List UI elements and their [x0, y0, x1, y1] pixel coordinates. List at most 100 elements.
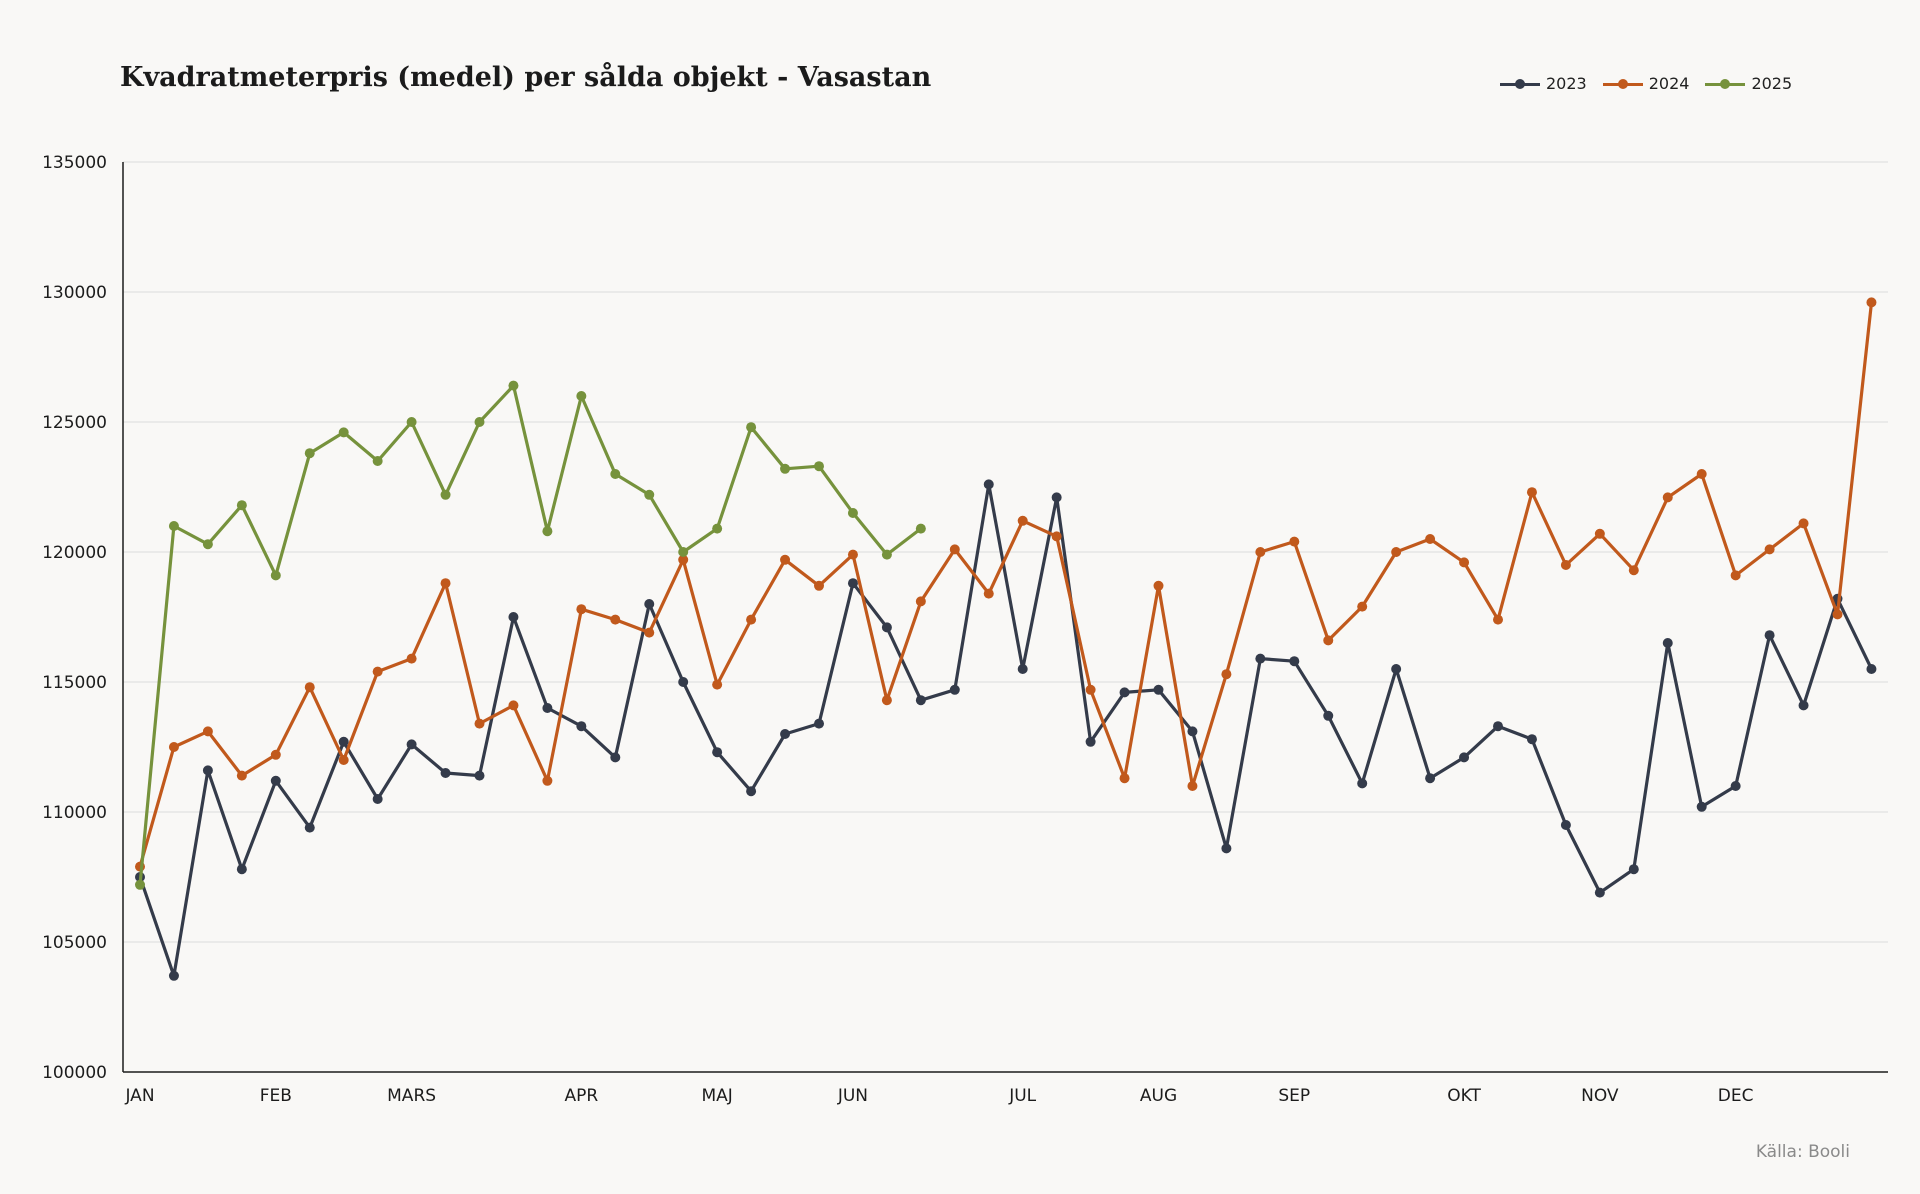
data-point-2023 — [406, 739, 417, 750]
data-point-2023 — [1323, 710, 1334, 721]
data-point-2023 — [1696, 801, 1707, 812]
data-point-2024 — [746, 614, 757, 625]
x-tick-label: JUL — [1008, 1086, 1036, 1106]
data-point-2023 — [508, 612, 519, 622]
data-point-2023 — [1017, 664, 1028, 674]
data-point-2024 — [1051, 531, 1062, 542]
data-point-2024 — [1323, 635, 1334, 646]
x-tick-label: JAN — [124, 1086, 154, 1106]
legend-swatch-2024 — [1602, 78, 1643, 90]
data-point-2025 — [304, 448, 315, 459]
data-point-2024 — [983, 588, 994, 599]
data-point-2023 — [1221, 843, 1232, 854]
data-point-2025 — [780, 463, 791, 474]
axes — [122, 162, 1888, 1073]
data-point-2023 — [1493, 721, 1503, 732]
data-point-2025 — [474, 417, 485, 427]
data-point-2023 — [847, 578, 858, 589]
data-point-2023 — [576, 721, 587, 732]
data-point-2024 — [372, 666, 383, 677]
data-point-2023 — [168, 970, 179, 981]
legend-label-2023: 2023 — [1546, 74, 1587, 93]
data-point-2025 — [406, 417, 417, 427]
data-point-2024 — [1866, 297, 1877, 308]
data-point-2025 — [610, 469, 621, 479]
data-point-2024 — [304, 682, 315, 693]
x-tick-label: DEC — [1718, 1086, 1754, 1106]
data-point-2024 — [1153, 580, 1164, 591]
data-point-2023 — [712, 747, 723, 758]
data-point-2024 — [712, 679, 723, 690]
data-point-2025 — [881, 549, 892, 560]
data-point-2024 — [576, 604, 587, 615]
y-tick-label: 135000 — [42, 153, 107, 173]
x-tick-label: APR — [564, 1086, 598, 1106]
data-point-2023 — [983, 479, 994, 490]
data-point-2023 — [610, 752, 621, 763]
data-point-2023 — [1594, 887, 1605, 898]
legend-item-2023: 2023 — [1500, 74, 1587, 93]
data-point-2024 — [847, 549, 858, 560]
x-tick-label: SEP — [1278, 1086, 1310, 1106]
x-tick-label: JUN — [837, 1086, 868, 1106]
data-point-2023 — [1187, 726, 1198, 737]
data-point-2024 — [1187, 781, 1198, 791]
y-tick-label: 105000 — [42, 933, 107, 953]
data-point-2025 — [746, 422, 757, 433]
data-point-2025 — [372, 456, 383, 466]
data-point-2025 — [814, 461, 824, 472]
data-point-2023 — [1662, 638, 1673, 648]
data-point-2023 — [644, 599, 655, 609]
data-point-2023 — [949, 684, 960, 695]
data-point-2023 — [1798, 700, 1809, 711]
data-point-2023 — [1425, 773, 1436, 784]
series-line-2025 — [138, 384, 923, 887]
data-point-2025 — [847, 508, 858, 518]
data-point-2024 — [236, 770, 247, 781]
x-tick-label: AUG — [1140, 1086, 1177, 1106]
data-point-2025 — [644, 489, 655, 500]
y-tick-label: 110000 — [42, 803, 107, 823]
legend-swatch-2025 — [1705, 78, 1746, 90]
data-point-2023 — [1866, 664, 1877, 674]
data-point-2025 — [712, 523, 723, 534]
data-point-2024 — [1289, 536, 1300, 547]
data-point-2023 — [474, 770, 485, 781]
data-point-2023 — [372, 794, 383, 804]
data-point-2025 — [270, 570, 281, 581]
data-point-2023 — [746, 786, 757, 797]
chart-legend: 2023 2024 2025 — [1500, 74, 1792, 93]
legend-label-2024: 2024 — [1648, 74, 1690, 93]
data-point-2024 — [1391, 547, 1402, 557]
data-point-2023 — [270, 775, 281, 786]
data-point-2024 — [1798, 518, 1809, 529]
y-tick-label: 120000 — [42, 543, 107, 563]
data-point-2023 — [202, 765, 213, 776]
data-point-2024 — [1493, 614, 1503, 625]
data-point-2024 — [1119, 773, 1130, 784]
data-point-2024 — [1425, 534, 1436, 544]
data-point-2025 — [168, 521, 179, 531]
data-point-2024 — [1357, 601, 1368, 612]
x-tick-label: NOV — [1581, 1086, 1619, 1106]
series-lines — [135, 297, 1877, 981]
data-point-2024 — [338, 755, 349, 765]
data-point-2024 — [780, 554, 791, 565]
data-point-2023 — [1119, 687, 1130, 698]
data-point-2023 — [1730, 781, 1741, 791]
data-point-2023 — [1051, 492, 1062, 503]
data-point-2025 — [915, 523, 926, 534]
data-point-2024 — [1221, 669, 1232, 680]
data-point-2023 — [1628, 864, 1639, 875]
data-point-2023 — [915, 695, 926, 706]
data-point-2024 — [678, 554, 689, 565]
data-point-2024 — [1459, 557, 1470, 568]
data-point-2024 — [542, 775, 553, 786]
x-tick-label: OKT — [1447, 1086, 1481, 1106]
data-point-2025 — [542, 526, 553, 537]
data-point-2024 — [949, 544, 960, 555]
data-point-2023 — [440, 768, 451, 778]
data-point-2024 — [1255, 547, 1266, 557]
data-point-2024 — [1017, 515, 1028, 526]
legend-swatch-2023 — [1500, 78, 1540, 90]
